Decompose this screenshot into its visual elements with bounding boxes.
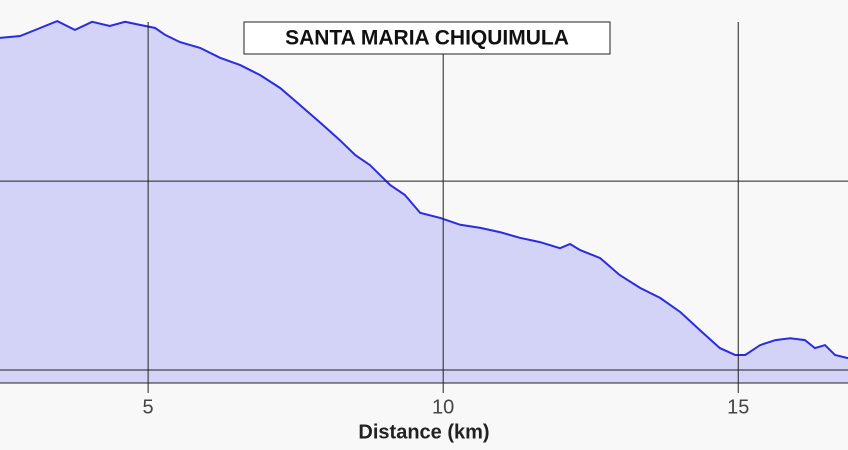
- x-tick-label: 10: [432, 396, 454, 418]
- chart-title: SANTA MARIA CHIQUIMULA: [285, 27, 569, 50]
- plot-area: [0, 20, 848, 383]
- x-tick-label: 15: [727, 396, 749, 418]
- x-tick-label: 5: [143, 396, 154, 418]
- elevation-line: [0, 20, 848, 360]
- area-fill: [0, 21, 848, 383]
- title-box: [243, 21, 611, 55]
- x-axis-label: Distance (km): [358, 421, 489, 443]
